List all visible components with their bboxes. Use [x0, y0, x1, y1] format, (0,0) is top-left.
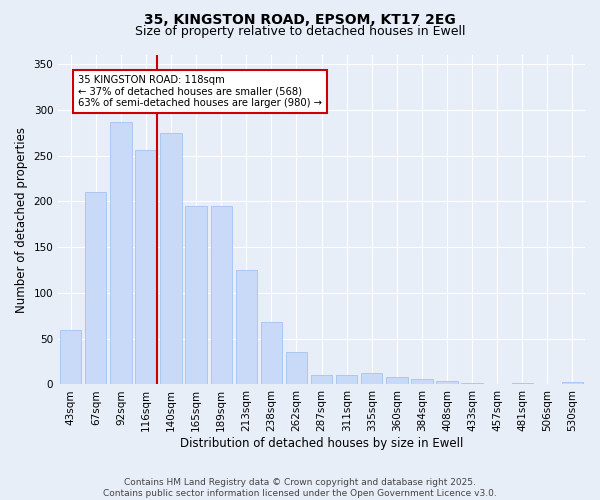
X-axis label: Distribution of detached houses by size in Ewell: Distribution of detached houses by size …	[180, 437, 463, 450]
Bar	[185, 206, 207, 384]
Text: 35, KINGSTON ROAD, EPSOM, KT17 2EG: 35, KINGSTON ROAD, EPSOM, KT17 2EG	[144, 12, 456, 26]
Bar	[85, 192, 106, 384]
Bar	[110, 122, 131, 384]
Bar	[461, 382, 483, 384]
Y-axis label: Number of detached properties: Number of detached properties	[15, 126, 28, 312]
Bar	[436, 381, 458, 384]
Text: Size of property relative to detached houses in Ewell: Size of property relative to detached ho…	[135, 25, 465, 38]
Bar	[286, 352, 307, 384]
Bar	[411, 379, 433, 384]
Bar	[60, 330, 82, 384]
Bar	[361, 372, 382, 384]
Text: Contains HM Land Registry data © Crown copyright and database right 2025.
Contai: Contains HM Land Registry data © Crown c…	[103, 478, 497, 498]
Bar	[160, 133, 182, 384]
Bar	[236, 270, 257, 384]
Bar	[386, 377, 407, 384]
Bar	[512, 382, 533, 384]
Text: 35 KINGSTON ROAD: 118sqm
← 37% of detached houses are smaller (568)
63% of semi-: 35 KINGSTON ROAD: 118sqm ← 37% of detach…	[78, 75, 322, 108]
Bar	[336, 376, 358, 384]
Bar	[136, 150, 157, 384]
Bar	[562, 382, 583, 384]
Bar	[261, 322, 282, 384]
Bar	[211, 206, 232, 384]
Bar	[311, 376, 332, 384]
